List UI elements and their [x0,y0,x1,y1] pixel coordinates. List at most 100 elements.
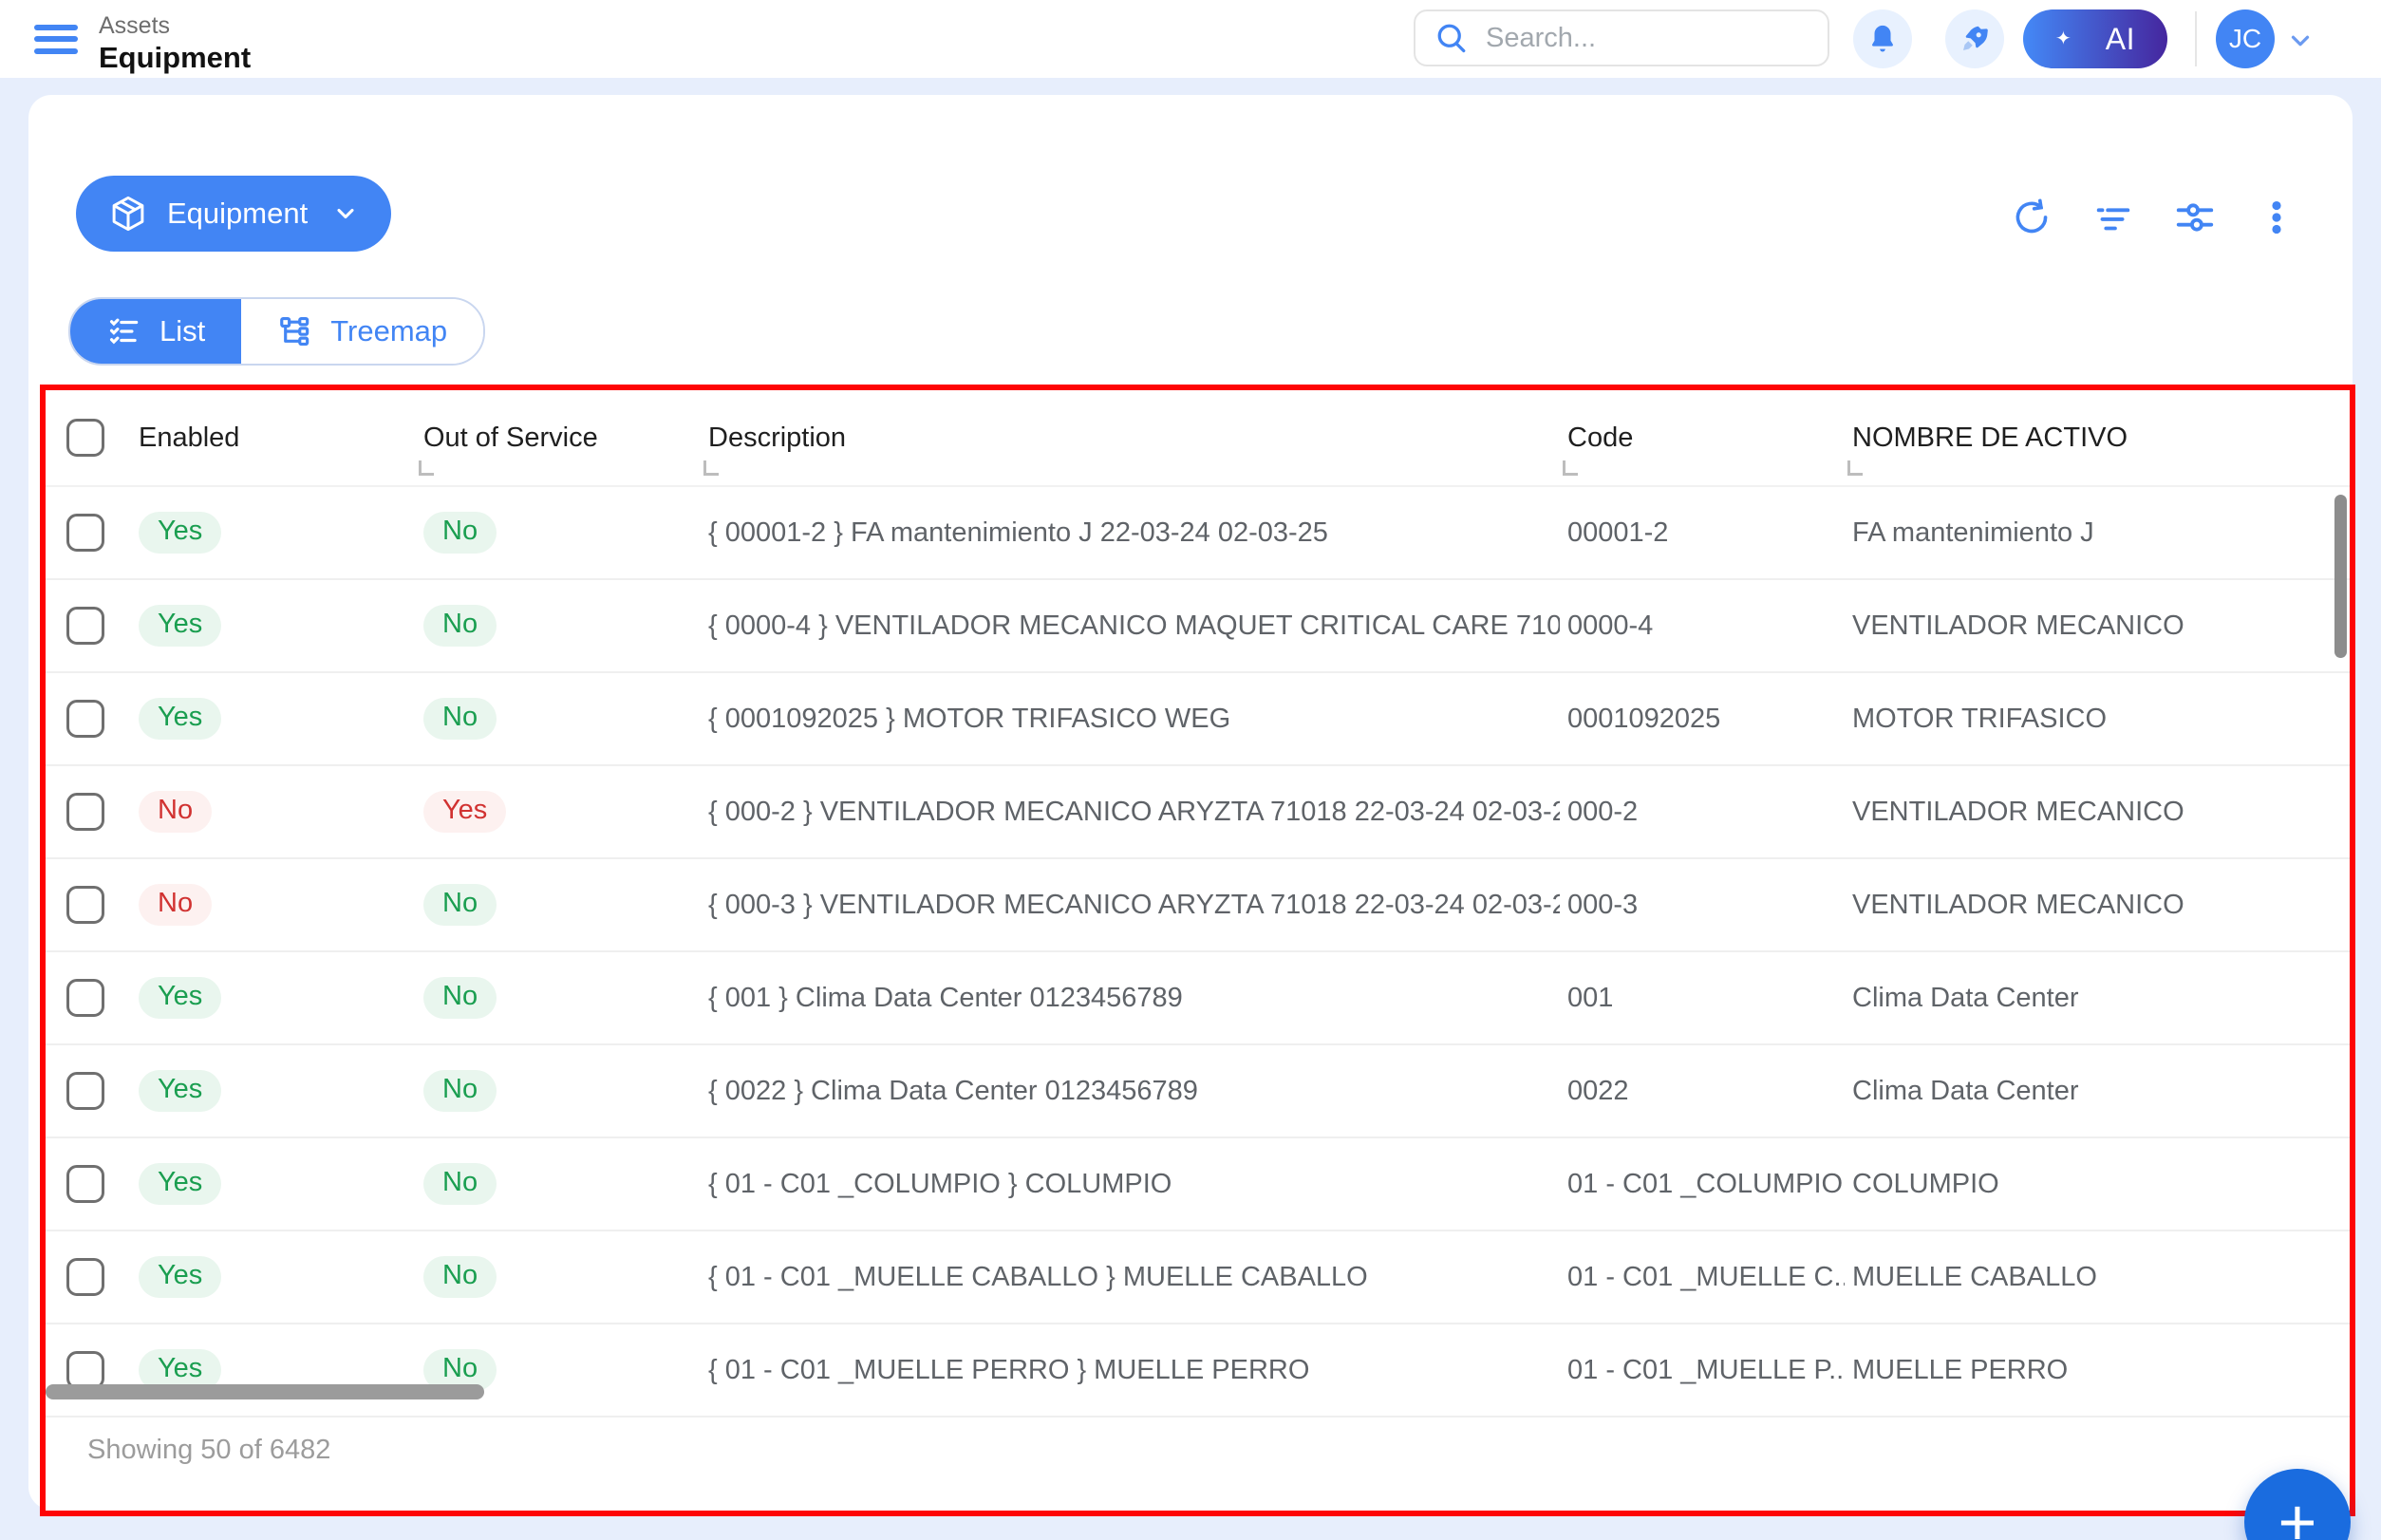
enabled-badge: Yes [139,698,221,740]
code-cell: 000-3 [1560,890,1845,921]
enabled-badge: Yes [139,977,221,1019]
asset-name-cell: VENTILADOR MECANICO [1845,890,2350,921]
column-header-enabled[interactable]: Enabled [131,390,416,485]
table-body: Yes No { 00001-2 } FA mantenimiento J 22… [46,487,2350,1418]
avatar-chevron-down-icon[interactable] [2286,27,2315,60]
row-checkbox[interactable] [66,793,104,831]
rocket-button[interactable] [1945,9,2004,68]
out-of-service-badge: No [423,512,497,554]
description-cell: { 01 - C01 _MUELLE PERRO } MUELLE PERRO [701,1355,1560,1386]
tab-list[interactable]: List [70,299,241,364]
row-checkbox[interactable] [66,607,104,645]
row-checkbox[interactable] [66,1072,104,1110]
enabled-badge: Yes [139,1256,221,1298]
table-row[interactable]: No Yes { 000-2 } VENTILADOR MECANICO ARY… [46,766,2350,859]
horizontal-scrollbar[interactable] [46,1384,484,1399]
ai-assistant-button[interactable]: ✦ AI [2023,9,2167,68]
hamburger-menu-icon[interactable] [34,18,78,60]
row-checkbox[interactable] [66,700,104,738]
description-cell: { 0001092025 } MOTOR TRIFASICO WEG [701,704,1560,735]
column-header-nombre-de-activo[interactable]: NOMBRE DE ACTIVO [1845,390,2350,485]
code-cell: 01 - C01 _MUELLE C... [1560,1262,1845,1293]
asset-name-cell: Clima Data Center [1845,1076,2350,1107]
row-checkbox[interactable] [66,1351,104,1389]
description-cell: { 00001-2 } FA mantenimiento J 22-03-24 … [701,517,1560,549]
out-of-service-badge: No [423,1163,497,1205]
tab-treemap-label: Treemap [330,314,447,348]
enabled-badge: Yes [139,1070,221,1112]
table-row[interactable]: Yes No { 0000-4 } VENTILADOR MECANICO MA… [46,580,2350,673]
select-all-checkbox[interactable] [66,419,104,457]
description-cell: { 000-2 } VENTILADOR MECANICO ARYZTA 710… [701,797,1560,828]
app-root: Assets Equipment [0,0,2381,1540]
equipment-entity-label: Equipment [167,197,308,231]
breadcrumb: Assets Equipment [99,11,251,77]
code-cell: 00001-2 [1560,517,1845,549]
ai-button-label: AI [2106,22,2135,57]
table-row[interactable]: Yes No { 01 - C01 _MUELLE PERRO } MUELLE… [46,1324,2350,1418]
code-cell: 0001092025 [1560,704,1845,735]
code-cell: 001 [1560,983,1845,1014]
main-card: Equipment [28,95,2353,1510]
table-row[interactable]: Yes No { 00001-2 } FA mantenimiento J 22… [46,487,2350,580]
kebab-menu-icon[interactable] [2254,195,2299,240]
row-checkbox[interactable] [66,1258,104,1296]
asset-name-cell: VENTILADOR MECANICO [1845,610,2350,642]
row-checkbox[interactable] [66,979,104,1017]
enabled-badge: No [139,884,212,926]
column-header-description[interactable]: Description [701,390,1560,485]
sparkle-icon: ✦ [2055,29,2072,48]
equipment-table-region: Enabled Out of Service Description Code … [40,385,2355,1516]
vertical-scrollbar[interactable] [2334,495,2347,658]
column-header-out-of-service[interactable]: Out of Service [416,390,701,485]
tab-list-label: List [159,314,205,348]
code-cell: 01 - C01 _COLUMPIO [1560,1169,1845,1200]
avatar[interactable]: JC [2216,9,2275,68]
column-header-code[interactable]: Code [1560,390,1845,485]
table-row[interactable]: Yes No { 01 - C01 _COLUMPIO } COLUMPIO 0… [46,1138,2350,1231]
table-row[interactable]: Yes No { 0022 } Clima Data Center 012345… [46,1045,2350,1138]
topbar-divider [2195,11,2197,66]
table-row[interactable]: Yes No { 01 - C01 _MUELLE CABALLO } MUEL… [46,1231,2350,1324]
bell-icon [1866,23,1899,55]
entity-chevron-down-icon [332,200,359,227]
asset-name-cell: MOTOR TRIFASICO [1845,704,2350,735]
enabled-badge: Yes [139,1163,221,1205]
row-checkbox[interactable] [66,886,104,924]
table-row[interactable]: Yes No { 001 } Clima Data Center 0123456… [46,952,2350,1045]
row-checkbox[interactable] [66,1165,104,1203]
package-box-icon [108,194,148,234]
description-cell: { 001 } Clima Data Center 0123456789 [701,983,1560,1014]
search-box[interactable] [1414,9,1829,66]
treemap-icon [277,313,313,349]
showing-count-text: Showing 50 of 6482 [87,1435,330,1466]
rocket-icon [1958,22,1992,56]
filter-icon[interactable] [2090,195,2136,240]
asset-name-cell: COLUMPIO [1845,1169,2350,1200]
out-of-service-badge: No [423,977,497,1019]
out-of-service-badge: No [423,884,497,926]
out-of-service-badge: No [423,1256,497,1298]
equipment-entity-button[interactable]: Equipment [76,176,391,252]
settings-sliders-icon[interactable] [2172,195,2218,240]
out-of-service-badge: No [423,605,497,647]
asset-name-cell: MUELLE PERRO [1845,1355,2350,1386]
avatar-initials: JC [2229,24,2261,54]
description-cell: { 01 - C01 _COLUMPIO } COLUMPIO [701,1169,1560,1200]
asset-name-cell: Clima Data Center [1845,983,2350,1014]
description-cell: { 01 - C01 _MUELLE CABALLO } MUELLE CABA… [701,1262,1560,1293]
search-icon [1434,21,1469,55]
table-row[interactable]: No No { 000-3 } VENTILADOR MECANICO ARYZ… [46,859,2350,952]
notifications-button[interactable] [1853,9,1912,68]
table-row[interactable]: Yes No { 0001092025 } MOTOR TRIFASICO WE… [46,673,2350,766]
tab-treemap[interactable]: Treemap [241,299,483,364]
page-title: Equipment [99,40,251,77]
search-input[interactable] [1484,22,1809,55]
refresh-icon[interactable] [2009,195,2054,240]
plus-icon: + [2278,1484,2317,1540]
enabled-badge: Yes [139,512,221,554]
asset-name-cell: MUELLE CABALLO [1845,1262,2350,1293]
row-checkbox[interactable] [66,514,104,552]
enabled-badge: Yes [139,605,221,647]
out-of-service-badge: No [423,698,497,740]
